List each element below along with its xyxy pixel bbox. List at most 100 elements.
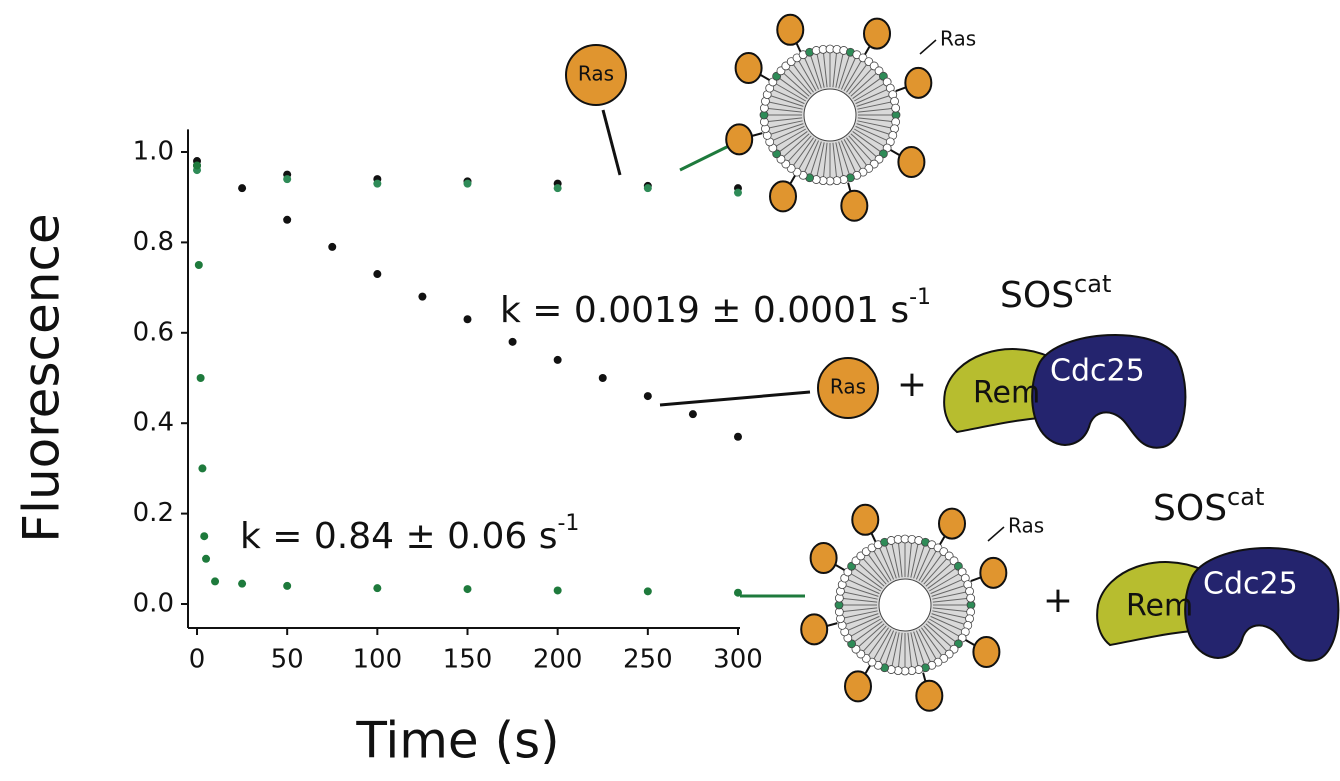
ras-protein [939,509,965,539]
plus-sign: + [1043,580,1073,621]
ras-protein [726,124,752,154]
ras-protein [841,191,867,221]
x-tick-label: 250 [623,645,673,675]
data-point [328,243,336,251]
ras-pointer [988,527,1004,541]
data-point [644,392,652,400]
rate-text: k = 0.0019 ± 0.0001 s [500,290,909,331]
data-point [418,293,426,301]
y-tick-label: 0.6 [133,317,174,347]
y-tick-label: 0.8 [133,227,174,257]
data-point [200,532,208,540]
data-point [238,580,246,588]
x-axis-title: Time (s) [355,712,559,770]
rate-superscript: -1 [557,511,579,536]
vesicle-lumen [804,89,856,141]
x-tick-label: 300 [713,645,763,675]
data-point [644,184,652,192]
rate-annotation: k = 0.0019 ± 0.0001 s-1 [500,285,931,331]
ras-protein [801,614,827,644]
data-point [554,586,562,594]
data-point [689,410,697,418]
x-tick-label: 200 [533,645,583,675]
ras-protein [905,68,931,98]
vesicle [801,505,1006,711]
rate-text: k = 0.84 ± 0.06 s [240,516,557,557]
ras-protein [736,53,762,83]
data-point [283,175,291,183]
x-tick-label: 100 [353,645,403,675]
ras-protein [770,181,796,211]
ras-protein [864,19,890,49]
y-tick-label: 0.0 [133,589,174,619]
data-point [238,184,246,192]
sos-superscript: cat [1074,270,1111,298]
data-point [283,216,291,224]
ras-protein [973,637,999,667]
sos-label: SOScat [1000,270,1111,316]
x-tick-label: 0 [189,645,206,675]
data-point [193,162,201,170]
data-point [464,585,472,593]
data-point [644,587,652,595]
data-point [211,577,219,585]
lipid-head [892,104,900,112]
vesicle-lumen [879,579,931,631]
cdc25-domain [1032,335,1185,448]
connector [603,110,620,175]
ras-protein [777,15,803,45]
ras-label: Ras [830,375,866,399]
data-point [509,338,517,346]
data-point [373,584,381,592]
ras-protein [898,147,924,177]
rem-label: Rem [973,376,1040,411]
sos-name: SOS [1153,488,1227,529]
x-tick-label: 150 [443,645,493,675]
data-point [195,261,203,269]
rem-label: Rem [1126,589,1193,624]
y-tick-label: 1.0 [133,137,174,167]
data-point [283,582,291,590]
ras-protein [852,505,878,535]
data-point [198,464,206,472]
page: {"chart_data": { "type": "scatter", "x_l… [0,0,1340,781]
ras-protein [811,543,837,573]
rate-annotation: k = 0.84 ± 0.06 s-1 [240,511,579,557]
y-axis-title: Fluorescence [13,213,71,542]
rate-superscript: -1 [909,285,931,310]
data-point [202,555,210,563]
data-point [554,356,562,364]
sos-name: SOS [1000,275,1074,316]
cdc25-label: Cdc25 [1050,354,1145,389]
data-point [554,184,562,192]
ras-pointer [920,40,936,54]
data-point [464,315,472,323]
data-point [373,270,381,278]
ras-protein [980,558,1006,588]
figure: Time (s) Fluorescence 0.0 0.2 0.4 0.6 0.8 1.0… [0,0,1340,781]
data-point [599,374,607,382]
plus-sign: + [897,364,927,405]
sos-superscript: cat [1227,483,1264,511]
vesicle [726,15,931,221]
connector [660,392,810,405]
x-tick-label: 50 [271,645,304,675]
data-point [464,180,472,188]
y-tick-label: 0.4 [133,408,174,438]
data-point [734,433,742,441]
ras-label: Ras [1008,514,1044,538]
data-point [734,189,742,197]
y-tick-label: 0.2 [133,498,174,528]
cdc25-domain [1185,548,1338,661]
data-point [373,180,381,188]
ras-protein [916,681,942,711]
sos-cat: Rem Cdc25 SOScat [1097,483,1338,661]
lipid-head [967,594,975,602]
cdc25-label: Cdc25 [1203,567,1298,602]
data-point [197,374,205,382]
sos-label: SOScat [1153,483,1264,529]
sos-cat: Rem Cdc25 SOScat [944,270,1185,448]
ras-label: Ras [940,27,976,51]
ras-label: Ras [578,62,614,86]
ras-protein [845,671,871,701]
